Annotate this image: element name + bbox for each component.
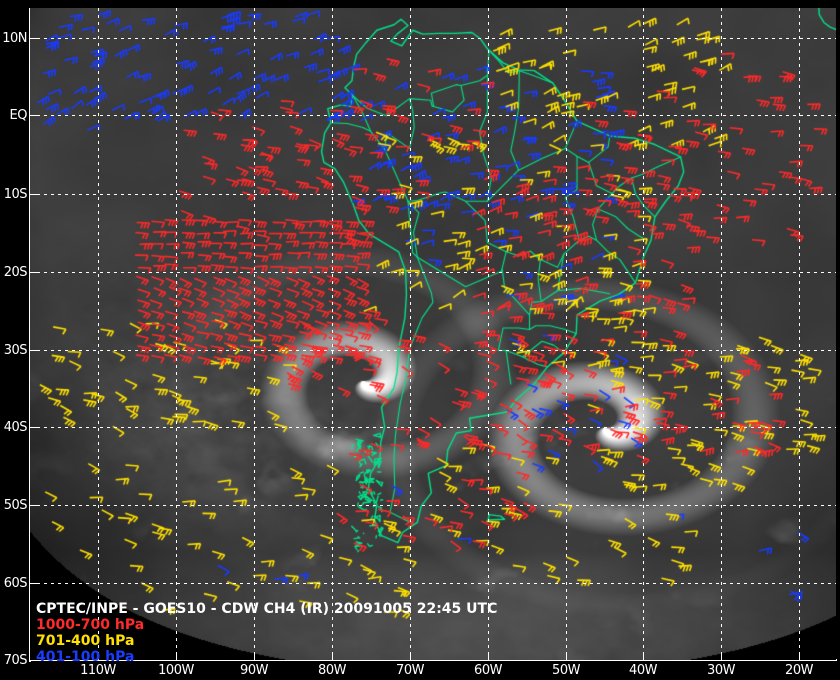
gridline-lon xyxy=(799,8,800,660)
tick-lat xyxy=(30,583,37,584)
lat-tick-10s: 10S xyxy=(3,187,28,202)
legend-item-low-level: 1000-700 hPa xyxy=(36,617,145,633)
gridline-lat xyxy=(30,350,836,351)
tick-lat xyxy=(30,194,37,195)
tick-lon xyxy=(721,653,722,660)
gridline-lon xyxy=(721,8,722,660)
lat-tick-50s: 50S xyxy=(3,498,28,513)
lat-tick-eq: EQ xyxy=(9,108,28,123)
lat-tick-40s: 40S xyxy=(3,420,28,435)
lat-tick-10n: 10N xyxy=(2,31,27,46)
plot-axis-bottom xyxy=(29,659,837,661)
map-plot-area[interactable] xyxy=(30,8,836,660)
tick-lon xyxy=(566,653,567,660)
tick-lon xyxy=(254,653,255,660)
tick-lat xyxy=(30,505,37,506)
wind-barb-overlay xyxy=(30,8,836,660)
tick-lat xyxy=(30,350,37,351)
gridline-lat xyxy=(30,194,836,195)
lon-tick-70w: 70W xyxy=(396,663,424,678)
tick-lat xyxy=(30,115,37,116)
legend-item-mid-level: 701-400 hPa xyxy=(36,633,135,649)
lat-tick-30s: 30S xyxy=(3,343,28,358)
lon-tick-100w: 100W xyxy=(158,663,194,678)
gridline-lon xyxy=(332,8,333,660)
lon-tick-80w: 80W xyxy=(318,663,346,678)
legend-item-high-level: 401-100 hPa xyxy=(36,649,135,665)
gridline-lat xyxy=(30,505,836,506)
tick-lon xyxy=(98,653,99,660)
tick-lon xyxy=(643,653,644,660)
lon-tick-90w: 90W xyxy=(240,663,268,678)
gridline-lon xyxy=(98,8,99,660)
lon-tick-50w: 50W xyxy=(552,663,580,678)
tick-lat xyxy=(30,427,37,428)
tick-lon xyxy=(332,653,333,660)
tick-lon xyxy=(799,653,800,660)
lon-tick-20w: 20W xyxy=(785,663,813,678)
tick-lat xyxy=(30,38,37,39)
gridline-lon xyxy=(488,8,489,660)
tick-lon xyxy=(488,653,489,660)
lon-tick-30w: 30W xyxy=(707,663,735,678)
image-caption: CPTEC/INPE - GOES10 - CDW CH4 (IR) 20091… xyxy=(36,601,498,617)
gridline-lon xyxy=(410,8,411,660)
tick-lon xyxy=(176,653,177,660)
lon-tick-60w: 60W xyxy=(474,663,502,678)
gridline-lat xyxy=(30,38,836,39)
gridline-lat xyxy=(30,272,836,273)
lat-tick-60s: 60S xyxy=(3,576,28,591)
gridline-lon xyxy=(176,8,177,660)
gridline-lon xyxy=(643,8,644,660)
gridline-lat xyxy=(30,115,836,116)
lat-tick-20s: 20S xyxy=(3,265,28,280)
lon-tick-40w: 40W xyxy=(629,663,657,678)
gridline-lon xyxy=(566,8,567,660)
gridline-lat xyxy=(30,583,836,584)
lat-tick-70s: 70S xyxy=(3,653,28,668)
lat-lon-gridlines xyxy=(30,8,836,660)
lon-tick-110w: 110W xyxy=(80,663,116,678)
tick-lat xyxy=(30,272,37,273)
gridline-lon xyxy=(254,8,255,660)
tick-lon xyxy=(410,653,411,660)
gridline-lat xyxy=(30,427,836,428)
